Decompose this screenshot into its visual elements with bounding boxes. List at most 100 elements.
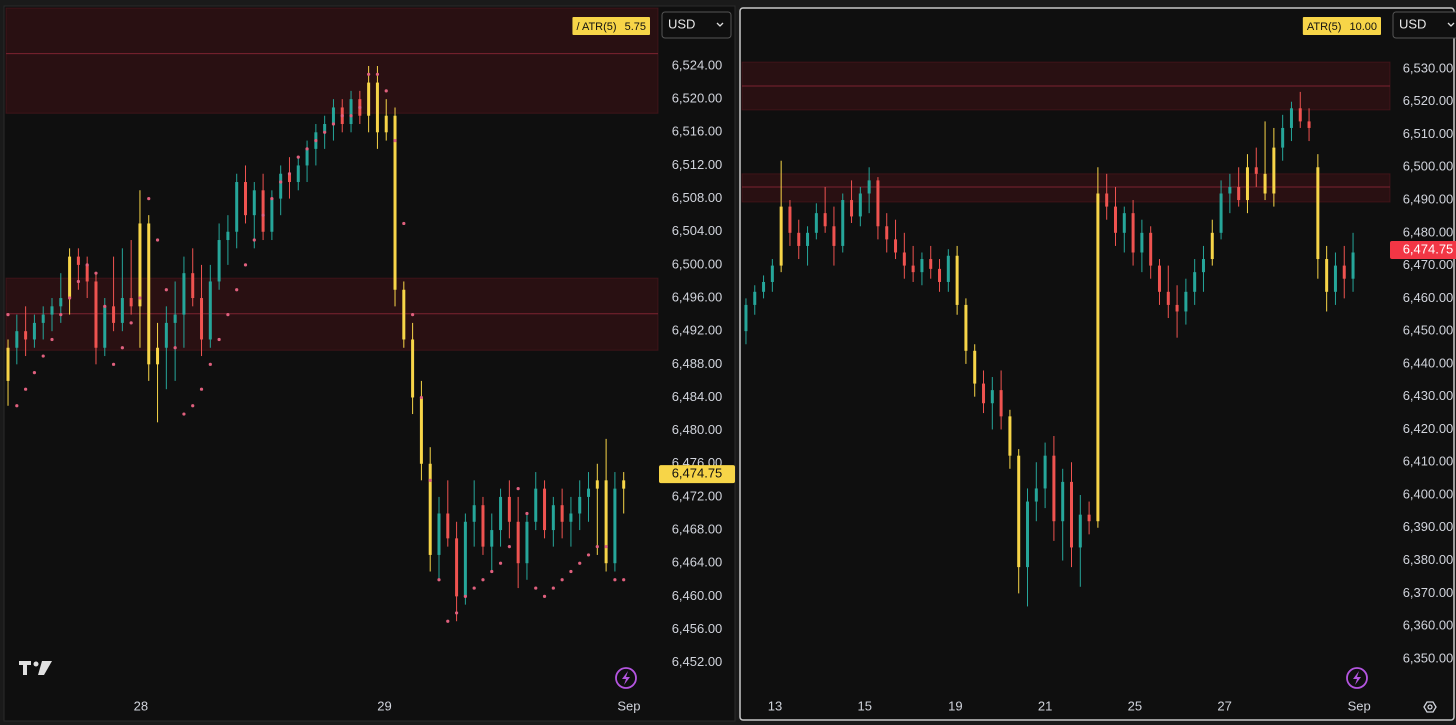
sar-dot [208,362,212,366]
candle-body [261,190,265,232]
sar-dot [67,296,72,300]
candle-body [885,226,889,240]
candle-body [613,488,617,564]
candle-body [955,255,959,305]
y-tick-label: 6,460.00 [672,588,723,603]
sar-dot [569,569,573,574]
candle-body [982,383,986,404]
candle-body [744,304,748,332]
sar-dot [411,313,415,317]
y-tick-label: 6,410.00 [1403,454,1454,469]
candle-body [850,200,854,217]
candle-body [463,521,467,597]
candle-body [1175,304,1179,312]
candle-body [173,314,177,323]
settings-icon[interactable] [1423,701,1437,713]
candle-body [94,281,98,348]
candle-body [481,505,485,547]
sar-dot [516,487,520,491]
sar-dot [560,578,564,582]
candle-body [446,513,450,539]
candle-body [1008,416,1012,456]
candle-body [587,488,591,497]
sar-dot [32,371,37,375]
sar-dot [235,288,239,292]
dropdown-chevron [1447,22,1455,27]
currency-dropdown[interactable]: USD [1392,11,1456,39]
sar-dot [595,545,599,549]
x-tick-label: 28 [134,698,148,713]
sar-dot [498,561,503,565]
candle-body [1043,455,1047,489]
sar-dot [613,578,617,582]
candle-body [296,165,300,183]
sar-dot [226,313,230,317]
sar-dot [182,412,186,416]
candle-body [770,265,774,282]
sar-dot [191,404,195,408]
candle-body [1105,193,1109,207]
candle-body [832,226,836,246]
candle-body [129,298,133,307]
candle-body [6,347,10,381]
candle-body [59,298,63,307]
candle-body [1298,108,1302,122]
sar-dot [367,72,371,76]
lightning-icon[interactable] [1346,667,1368,689]
y-tick-label: 6,390.00 [1403,519,1454,534]
y-tick-label: 6,370.00 [1403,585,1454,600]
sar-dot [305,147,309,151]
candle-body [1166,291,1170,305]
sar-dot [393,138,397,143]
candle-body [76,256,80,265]
dropdown-label: USD [668,16,695,31]
candle-body [1245,167,1249,201]
lightning-icon[interactable] [615,667,637,689]
candle-body [569,513,573,522]
y-tick-label: 6,470.00 [1403,257,1454,272]
candle-body [1061,481,1065,522]
candle-body [305,148,309,166]
candle-body [24,331,28,340]
x-tick-label: 19 [948,698,962,713]
candle-body [516,521,520,564]
atr-value: 10.00 [1349,21,1377,33]
candle-body [217,240,221,282]
sar-dot [437,578,441,582]
candle-body [1184,291,1188,312]
candle-body [1263,173,1267,194]
candle-body [1254,167,1258,174]
sar-dot [472,586,476,590]
candle-body [393,115,397,290]
candle-body [252,190,256,216]
candle-body [1307,121,1311,128]
candle-body [490,530,494,547]
candle-body [41,314,45,323]
x-tick-label: 29 [377,698,391,713]
candle-body [411,339,415,398]
sar-dot [402,221,406,226]
candle-body [226,231,230,241]
sar-dot [287,172,292,176]
candle-body [534,488,538,522]
candle-body [1351,252,1355,279]
sar-dot [622,578,626,582]
candle-body [428,463,432,555]
candle-body [138,223,142,307]
y-tick-label: 6,500.00 [1403,159,1454,174]
candle-body [753,291,757,305]
y-tick-label: 6,520.00 [672,91,723,106]
candle-body [499,496,503,531]
candle-body [235,182,239,232]
sar-dot [279,180,283,184]
chart-pane: 6,350.00 6,360.00 6,370.00 6,380.00 6,390.00… [741,11,1456,713]
y-tick-label: 6,504.00 [672,223,723,238]
sar-dot [490,569,494,574]
atr-label: ATR(5) [1307,21,1342,33]
sar-dot [147,196,151,201]
currency-dropdown[interactable]: USD [661,11,732,39]
candle-body [841,200,845,246]
last-price-label: 6,474.75 [672,466,723,481]
sar-dot [103,304,107,308]
sar-dot [155,238,160,242]
